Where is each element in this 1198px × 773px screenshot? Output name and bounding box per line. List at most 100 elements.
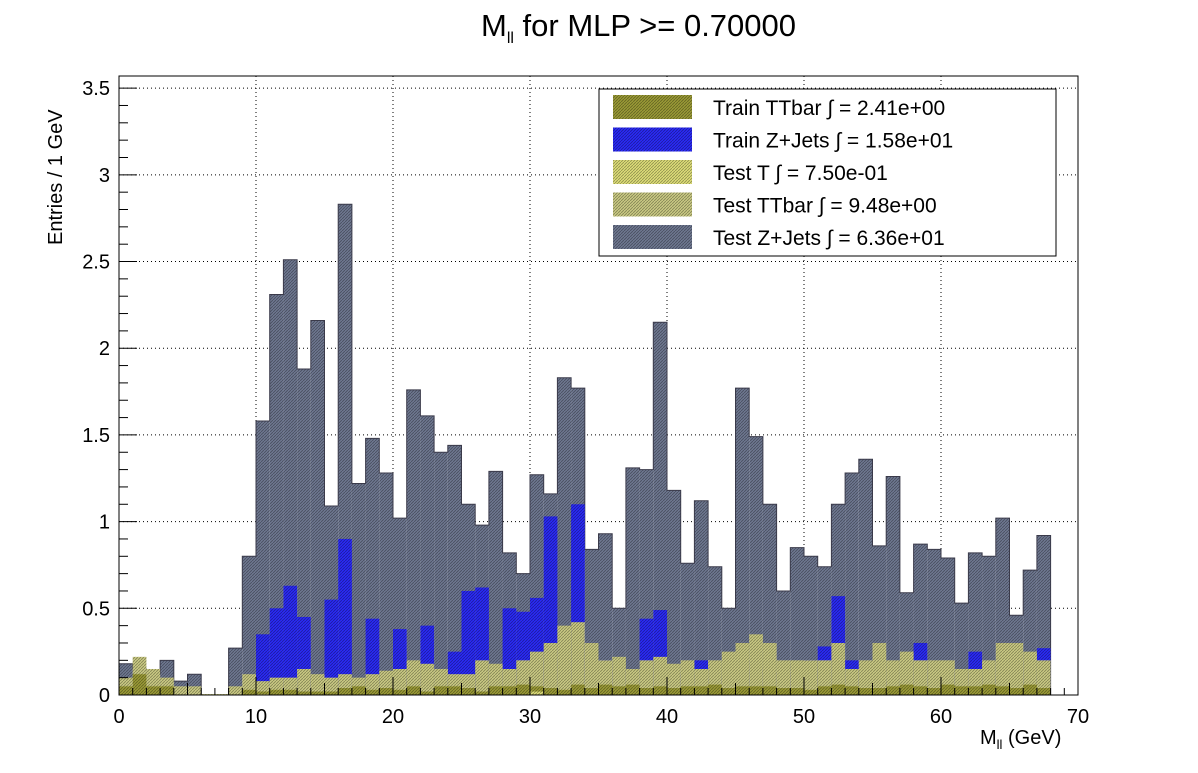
x-tick-label-2: 20 bbox=[382, 706, 404, 728]
bar-hatch-series-0-bin-27 bbox=[488, 471, 503, 695]
bar-hatch-series-2-bin-66 bbox=[1023, 651, 1037, 695]
bar-hatch-series-2-bin-54 bbox=[858, 660, 873, 695]
bar-hatch-series-3-bin-59 bbox=[927, 688, 941, 695]
bar-hatch-series-2-bin-39 bbox=[653, 656, 667, 695]
bar-hatch-series-0-bin-11 bbox=[269, 294, 284, 695]
bar-hatch-series-3-bin-1 bbox=[132, 674, 147, 695]
bar-hatch-series-2-bin-34 bbox=[584, 642, 599, 695]
bar-hatch-series-3-bin-29 bbox=[516, 684, 530, 695]
bar-hatch-series-3-bin-49 bbox=[790, 688, 804, 695]
y-tick-label-6: 3 bbox=[99, 165, 110, 187]
bar-hatch-series-3-bin-41 bbox=[680, 686, 695, 695]
bar-hatch-series-2-bin-65 bbox=[1009, 642, 1024, 695]
bar-hatch-series-0-bin-10 bbox=[256, 421, 270, 695]
bar-hatch-series-3-bin-43 bbox=[708, 684, 722, 695]
y-tick-label-2: 1 bbox=[99, 512, 110, 534]
x-tick-label-4: 40 bbox=[656, 706, 678, 728]
chart-title: Mll for MLP >= 0.70000 bbox=[481, 8, 796, 47]
bar-hatch-series-2-bin-46 bbox=[749, 634, 763, 695]
bar-hatch-series-3-bin-52 bbox=[831, 684, 846, 695]
bar-hatch-series-2-bin-44 bbox=[721, 651, 736, 695]
legend-swatch-hatch-3 bbox=[613, 192, 692, 217]
bar-hatch-series-3-bin-58 bbox=[913, 686, 928, 695]
bar-hatch-series-3-bin-14 bbox=[310, 691, 325, 695]
bar-hatch-series-3-bin-20 bbox=[393, 689, 407, 695]
bar-hatch-series-3-bin-23 bbox=[434, 686, 448, 695]
series-0 bbox=[118, 203, 1078, 696]
bar-hatch-series-3-bin-26 bbox=[475, 691, 489, 695]
bar-hatch-series-3-bin-3 bbox=[160, 686, 174, 695]
bar-hatch-series-1-bin-15 bbox=[324, 599, 339, 695]
bar-hatch-series-3-bin-47 bbox=[762, 686, 777, 695]
bar-hatch-series-3-bin-24 bbox=[447, 686, 462, 695]
bar-hatch-series-2-bin-13 bbox=[297, 668, 311, 695]
bar-hatch-series-3-bin-35 bbox=[598, 684, 613, 695]
bar-hatch-series-3-bin-2 bbox=[146, 686, 161, 695]
bar-hatch-series-1-bin-16 bbox=[338, 538, 352, 695]
bar-hatch-series-3-bin-56 bbox=[886, 686, 900, 695]
bar-hatch-series-0-bin-21 bbox=[406, 389, 421, 695]
bar-hatch-series-3-bin-46 bbox=[749, 686, 763, 695]
bar-hatch-series-3-bin-32 bbox=[557, 689, 572, 695]
bar-hatch-series-0-bin-39 bbox=[653, 322, 667, 695]
bar-hatch-series-3-bin-38 bbox=[639, 688, 654, 695]
bar-hatch-series-3-bin-15 bbox=[324, 691, 339, 695]
bar-hatch-series-0-bin-40 bbox=[667, 490, 681, 695]
y-tick-label-4: 2 bbox=[99, 338, 110, 360]
bar-hatch-series-3-bin-44 bbox=[721, 688, 736, 695]
bar-hatch-series-2-bin-67 bbox=[1036, 660, 1051, 695]
bar-hatch-series-2-bin-45 bbox=[735, 642, 750, 695]
x-tick-label-6: 60 bbox=[930, 706, 952, 728]
bar-hatch-series-2-bin-20 bbox=[393, 668, 407, 695]
x-axis-label-rest: (GeV) bbox=[1002, 727, 1061, 749]
legend-swatch-hatch-0 bbox=[613, 95, 692, 119]
x-tick-label-7: 70 bbox=[1067, 706, 1089, 728]
bar-hatch-series-3-bin-19 bbox=[379, 688, 393, 695]
chart-title-rest: for MLP >= 0.70000 bbox=[514, 8, 796, 43]
bar-hatch-series-3-bin-42 bbox=[694, 686, 709, 695]
bar-hatch-series-3-bin-28 bbox=[502, 686, 517, 695]
bar-hatch-series-2-bin-8 bbox=[228, 686, 243, 695]
y-tick-label-7: 3.5 bbox=[82, 78, 110, 100]
bar-hatch-series-3-bin-21 bbox=[406, 686, 421, 695]
bar-hatch-series-3-bin-11 bbox=[269, 689, 284, 695]
bar-hatch-series-3-bin-40 bbox=[667, 688, 681, 695]
bar-hatch-series-0-bin-23 bbox=[434, 452, 448, 695]
bar-hatch-series-2-bin-31 bbox=[543, 642, 558, 695]
bar-hatch-series-3-bin-57 bbox=[899, 684, 914, 695]
bar-hatch-series-3-bin-48 bbox=[776, 688, 791, 695]
bar-hatch-series-3-bin-31 bbox=[543, 688, 558, 695]
y-tick-label-5: 2.5 bbox=[82, 252, 110, 274]
bar-hatch-series-1-bin-11 bbox=[269, 608, 284, 695]
bar-hatch-series-3-bin-63 bbox=[982, 684, 996, 695]
bar-hatch-series-3-bin-53 bbox=[845, 686, 859, 695]
bar-hatch-series-2-bin-55 bbox=[872, 642, 887, 695]
bar-hatch-series-2-bin-52 bbox=[831, 642, 846, 695]
bar-hatch-series-4-bin-30 bbox=[530, 691, 544, 695]
bar-hatch-series-3-bin-12 bbox=[283, 689, 298, 695]
bar-hatch-series-3-bin-33 bbox=[571, 684, 585, 695]
bar-hatch-series-3-bin-61 bbox=[954, 686, 969, 695]
bar-hatch-series-2-bin-38 bbox=[639, 660, 654, 695]
bar-hatch-series-0-bin-56 bbox=[886, 476, 900, 695]
bar-hatch-series-0-bin-54 bbox=[858, 459, 873, 695]
bar-hatch-series-2-bin-49 bbox=[790, 660, 804, 695]
bar-hatch-series-2-bin-15 bbox=[324, 677, 339, 695]
bar-hatch-series-0-bin-8 bbox=[228, 648, 243, 695]
bar-hatch-series-3-bin-10 bbox=[256, 691, 270, 695]
bar-hatch-series-2-bin-5 bbox=[187, 686, 202, 695]
bar-hatch-series-0-bin-19 bbox=[379, 473, 393, 695]
bar-hatch-series-3-bin-16 bbox=[338, 688, 352, 695]
bar-hatch-series-3-bin-22 bbox=[420, 691, 435, 695]
bar-hatch-series-3-bin-27 bbox=[488, 686, 503, 695]
bar-hatch-series-0-bin-14 bbox=[310, 320, 325, 695]
bar-hatch-series-2-bin-50 bbox=[804, 660, 818, 695]
bar-hatch-series-3-bin-65 bbox=[1009, 688, 1024, 695]
bar-hatch-series-0-bin-35 bbox=[598, 533, 613, 695]
bar-hatch-series-2-bin-40 bbox=[667, 663, 681, 695]
bar-hatch-series-3-bin-60 bbox=[941, 684, 955, 695]
legend: Train TTbar ∫ = 2.41e+00 Train Z+Jets ∫ =… bbox=[598, 88, 1057, 257]
y-axis: 0 0.5 1 1.5 2 2.5 3 3.5 bbox=[82, 78, 137, 707]
bar-hatch-series-3-bin-45 bbox=[735, 686, 750, 695]
